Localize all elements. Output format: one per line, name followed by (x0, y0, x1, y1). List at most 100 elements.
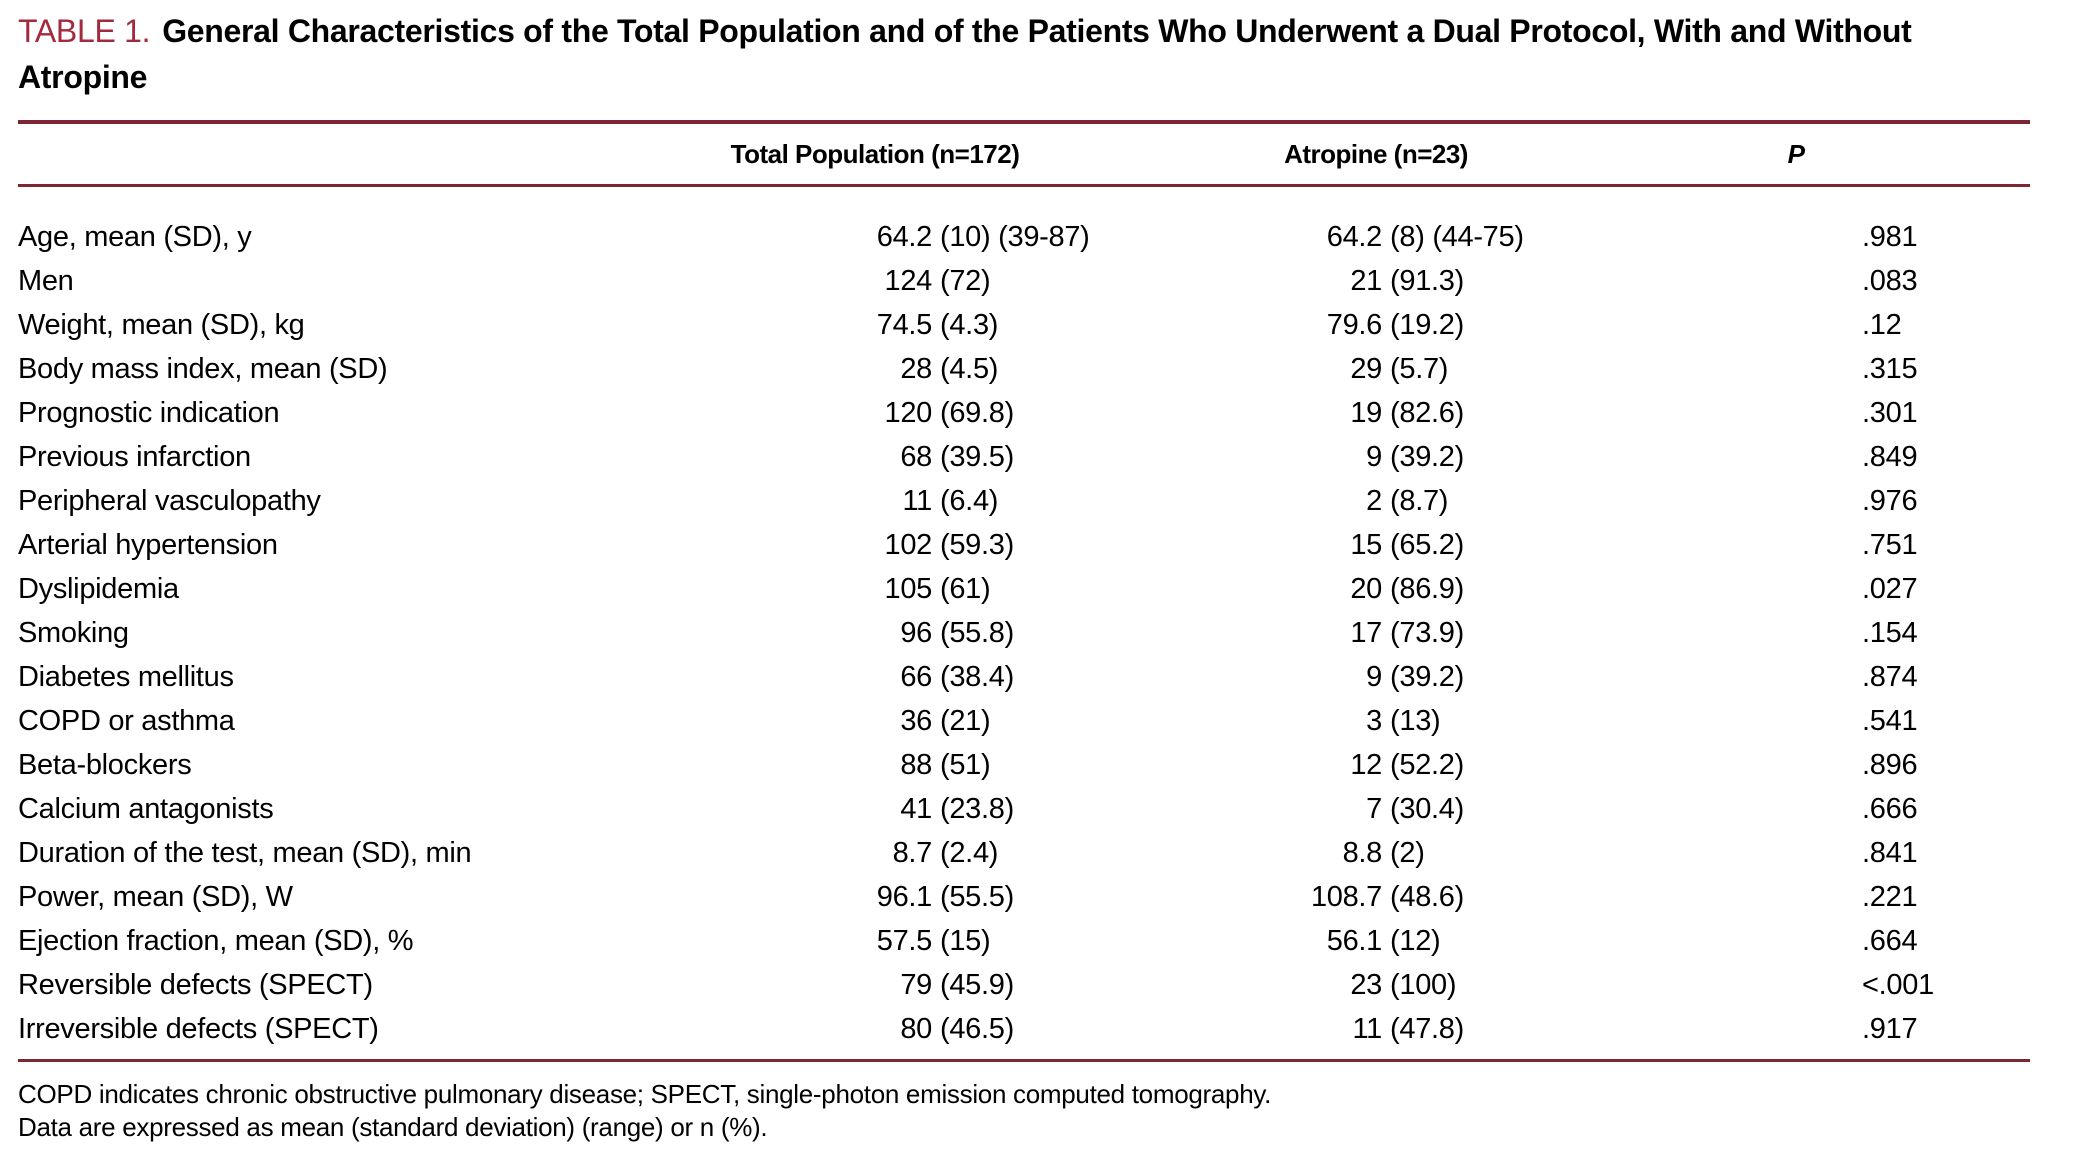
atropine-paren: (2) (1390, 837, 1425, 869)
atropine-paren: (82.6) (1390, 397, 1464, 429)
total-population-number: 41 (900, 793, 932, 825)
p-value: .664 (1862, 925, 1918, 957)
total-population-paren: (72) (940, 265, 991, 297)
total-population-paren: (23.8) (940, 793, 1014, 825)
row-label: Reversible defects (SPECT) (18, 969, 373, 1001)
total-population-number: 124 (884, 265, 933, 297)
row-label: Ejection fraction, mean (SD), % (18, 925, 414, 957)
table-row: Body mass index, mean (SD) 28 (4.5) 29 (… (18, 347, 2030, 391)
table-row: Previous infarction 68 (39.5) 9 (39.2) .… (18, 435, 2030, 479)
atropine-paren: (52.2) (1390, 749, 1464, 781)
p-value: .976 (1862, 485, 1918, 517)
atropine-paren: (30.4) (1390, 793, 1464, 825)
total-population-paren: (10) (39-87) (940, 221, 1090, 253)
total-population-paren: (61) (940, 573, 991, 605)
total-population-number: 57.5 (876, 925, 933, 957)
atropine-number: 12 (1350, 749, 1383, 781)
total-population-paren: (38.4) (940, 661, 1014, 693)
total-population-number: 74.5 (876, 309, 933, 341)
table-row: Peripheral vasculopathy 11 (6.4) 2 (8.7)… (18, 479, 2030, 523)
total-population-paren: (51) (940, 749, 991, 781)
table-row: Reversible defects (SPECT) 79 (45.9) 23 … (18, 963, 2030, 1007)
column-header-p: P (1562, 120, 2031, 187)
row-label: Irreversible defects (SPECT) (18, 1013, 379, 1045)
footnote-abbreviations: COPD indicates chronic obstructive pulmo… (18, 1079, 1272, 1109)
table-content-area: TABLE 1. General Characteristics of the T… (18, 0, 2031, 1144)
total-population-number: 79 (900, 969, 932, 1001)
total-population-paren: (46.5) (940, 1013, 1014, 1045)
total-population-paren: (21) (940, 705, 991, 737)
atropine-paren: (19.2) (1390, 309, 1464, 341)
p-value: .981 (1862, 221, 1918, 253)
atropine-paren: (100) (1390, 969, 1457, 1001)
table-row: COPD or asthma 36 (21) 3 (13) .541 (18, 699, 2030, 743)
p-value: .874 (1862, 661, 1918, 693)
atropine-number: 23 (1350, 969, 1383, 1001)
table-row: Irreversible defects (SPECT) 80 (46.5) 1… (18, 1007, 2030, 1061)
total-population-number: 96 (900, 617, 932, 649)
total-population-paren: (15) (940, 925, 991, 957)
p-value: .666 (1862, 793, 1918, 825)
atropine-paren: (5.7) (1390, 353, 1449, 385)
p-value: .301 (1862, 397, 1918, 429)
total-population-paren: (55.5) (940, 881, 1014, 913)
atropine-paren: (91.3) (1390, 265, 1464, 297)
p-value: .751 (1862, 529, 1918, 561)
row-label: Calcium antagonists (18, 793, 274, 825)
atropine-number: 9 (1366, 441, 1383, 473)
column-header-row-label (18, 120, 560, 187)
row-label: Duration of the test, mean (SD), min (18, 837, 472, 869)
atropine-paren: (8) (44-75) (1390, 221, 1524, 253)
atropine-number: 64.2 (1326, 221, 1383, 253)
table-row: Arterial hypertension 102 (59.3) 15 (65.… (18, 523, 2030, 567)
table-row: Ejection fraction, mean (SD), % 57.5 (15… (18, 919, 2030, 963)
table-title-text: General Characteristics of the Total Pop… (18, 13, 1912, 95)
atropine-number: 11 (1352, 1013, 1383, 1045)
table-row: Diabetes mellitus 66 (38.4) 9 (39.2) .87… (18, 655, 2030, 699)
total-population-number: 88 (900, 749, 932, 781)
atropine-paren: (86.9) (1390, 573, 1464, 605)
atropine-paren: (13) (1390, 705, 1441, 737)
p-value: .083 (1862, 265, 1918, 297)
total-population-number: 11 (902, 485, 932, 517)
total-population-number: 102 (884, 529, 933, 561)
total-population-paren: (55.8) (940, 617, 1014, 649)
atropine-number: 17 (1350, 617, 1383, 649)
column-header-atropine: Atropine (n=23) (1190, 120, 1563, 187)
table-row: Dyslipidemia 105 (61) 20 (86.9) .027 (18, 567, 2030, 611)
atropine-paren: (48.6) (1390, 881, 1464, 913)
atropine-paren: (8.7) (1390, 485, 1449, 517)
atropine-paren: (39.2) (1390, 661, 1464, 693)
total-population-paren: (45.9) (940, 969, 1014, 1001)
total-population-paren: (4.3) (940, 309, 999, 341)
row-label: Beta-blockers (18, 749, 192, 781)
p-value: .917 (1862, 1013, 1918, 1045)
row-label: Dyslipidemia (18, 573, 179, 605)
atropine-number: 15 (1350, 529, 1383, 561)
row-label: Diabetes mellitus (18, 661, 234, 693)
atropine-paren: (65.2) (1390, 529, 1464, 561)
p-value: .154 (1862, 617, 1918, 649)
total-population-paren: (69.8) (940, 397, 1014, 429)
atropine-paren: (39.2) (1390, 441, 1464, 473)
row-label: COPD or asthma (18, 705, 235, 737)
total-population-number: 64.2 (876, 221, 933, 253)
table-row: Duration of the test, mean (SD), min 8.7… (18, 831, 2030, 875)
p-value: .12 (1862, 309, 1902, 341)
row-label: Smoking (18, 617, 129, 649)
total-population-paren: (6.4) (940, 485, 999, 517)
atropine-number: 29 (1350, 353, 1383, 385)
atropine-number: 7 (1366, 793, 1383, 825)
atropine-number: 3 (1366, 705, 1383, 737)
atropine-paren: (47.8) (1390, 1013, 1464, 1045)
header-row: Total Population (n=172) Atropine (n=23)… (18, 120, 2031, 187)
table-footnotes: COPD indicates chronic obstructive pulmo… (18, 1078, 2030, 1144)
atropine-number: 2 (1366, 485, 1383, 517)
row-label: Weight, mean (SD), kg (18, 309, 305, 341)
atropine-paren: (73.9) (1390, 617, 1464, 649)
total-population-number: 36 (900, 705, 932, 737)
total-population-paren: (59.3) (940, 529, 1014, 561)
row-label: Power, mean (SD), W (18, 881, 293, 913)
total-population-number: 80 (900, 1013, 932, 1045)
